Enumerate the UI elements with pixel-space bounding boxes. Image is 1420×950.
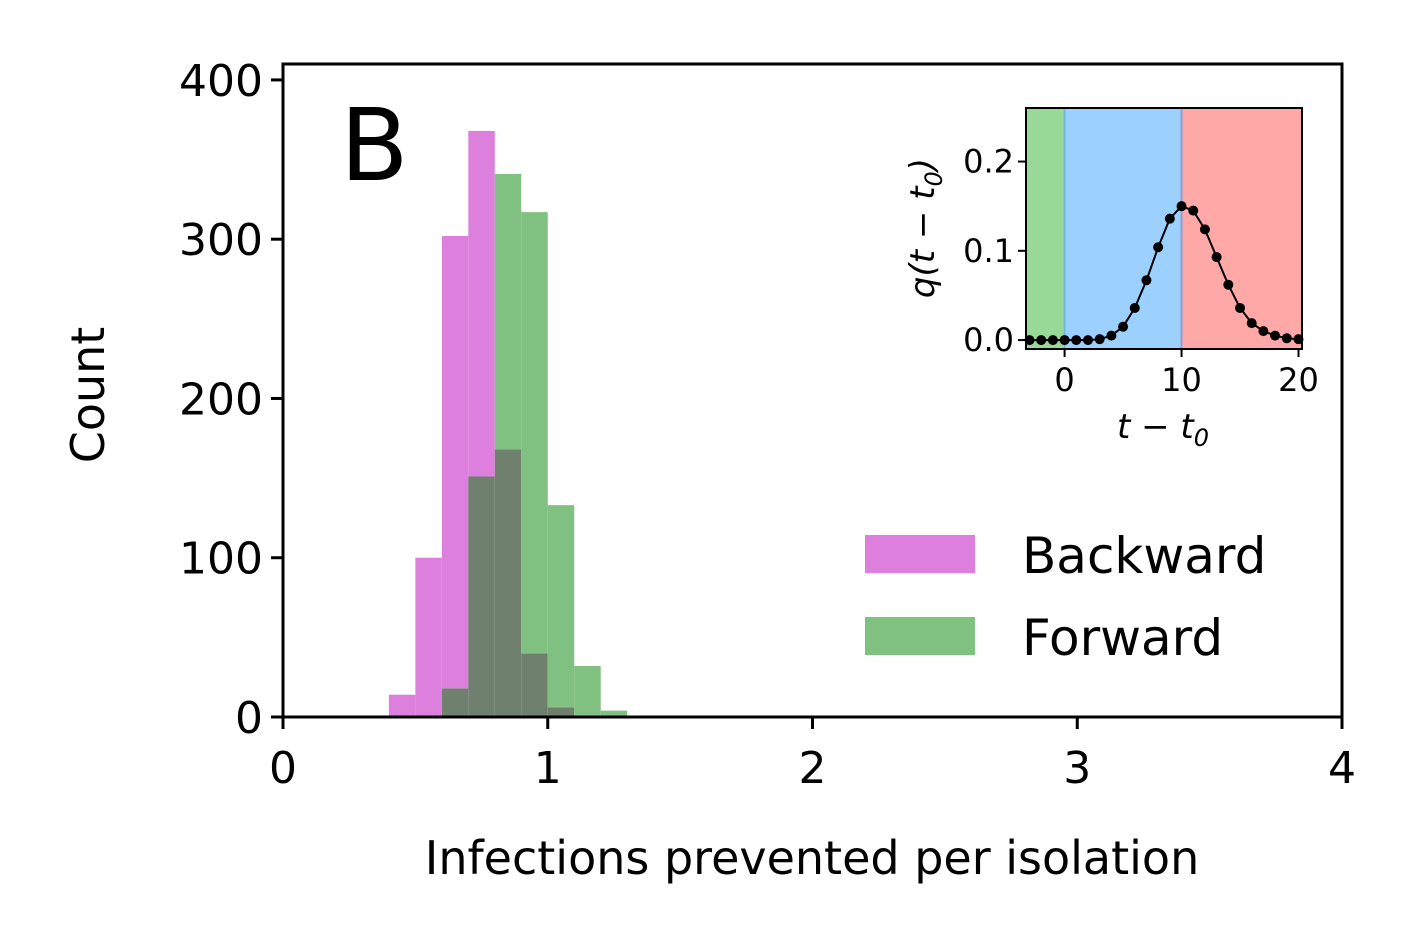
y-tick-label: 400: [179, 56, 263, 107]
inset-y-ticks: 0.0 0.1 0.2: [963, 143, 1026, 359]
y-tick-label: 100: [179, 534, 263, 585]
bar-overlap-5: [521, 653, 548, 717]
bar-overlap-3: [468, 476, 495, 717]
inset-x-tick-label: 10: [1161, 361, 1202, 399]
inset-y-title-sub: 0: [920, 171, 948, 186]
inset-region-0: [1026, 108, 1065, 349]
legend-swatch-backward: [865, 535, 975, 573]
inset-frame: [1025, 107, 1303, 350]
inset-y-title-main: q(t − t: [903, 185, 943, 298]
inset-region-1: [1064, 108, 1182, 349]
bar-backward-1: [415, 557, 442, 717]
bar-forward-8: [600, 710, 628, 717]
x-axis-ticks: 0 1 2 3 4: [269, 717, 1356, 794]
x-axis-title: Infections prevented per isolation: [425, 831, 1199, 885]
inset-point: [1199, 224, 1210, 235]
inset-point: [1024, 335, 1035, 346]
inset-point: [1082, 335, 1093, 346]
inset-point: [1094, 334, 1105, 345]
inset-point: [1153, 242, 1164, 253]
inset-point: [1129, 302, 1140, 313]
inset-regions: [1026, 108, 1302, 349]
bar-forward-5: [521, 212, 548, 654]
inset-point: [1071, 335, 1082, 346]
y-tick-label: 300: [179, 215, 263, 266]
inset-point: [1176, 201, 1187, 212]
inset-point: [1258, 326, 1269, 337]
inset-point: [1164, 213, 1175, 224]
inset-x-title-sub: 0: [1194, 424, 1209, 452]
bar-forward-4: [494, 173, 522, 450]
inset-x-tick-label: 20: [1278, 361, 1319, 399]
x-tick-label: 4: [1328, 743, 1356, 794]
inset-point: [1270, 330, 1281, 341]
x-tick-label: 0: [269, 743, 297, 794]
bar-backward-2: [441, 236, 469, 689]
bar-forward-6: [547, 505, 575, 708]
inset-x-ticks: 0 10 20: [1054, 349, 1319, 399]
inset-point: [1047, 335, 1058, 346]
y-tick-label: 0: [235, 693, 263, 744]
inset-x-title: t − t0: [1117, 407, 1209, 452]
bar-forward-7: [574, 666, 601, 716]
inset-point: [1059, 335, 1070, 346]
inset-point: [1281, 333, 1292, 344]
inset-region-2: [1181, 108, 1302, 349]
inset-y-tick-label: 0.1: [963, 232, 1014, 270]
y-axis-ticks: 0 100 200 300 400: [179, 56, 283, 744]
panel-label: B: [340, 87, 409, 204]
bar-overlap-6: [547, 707, 575, 717]
histogram-bars: [388, 130, 628, 717]
inset-point: [1106, 330, 1117, 341]
inset-y-tick-label: 0.0: [963, 321, 1014, 359]
x-tick-label: 1: [534, 743, 562, 794]
inset-point: [1223, 279, 1234, 290]
y-axis-title: Count: [61, 327, 115, 464]
inset-y-title: q(t − t0): [903, 158, 948, 298]
inset-point: [1246, 318, 1257, 329]
legend-label-forward: Forward: [1022, 609, 1223, 667]
inset-point: [1211, 252, 1222, 263]
inset-point: [1141, 275, 1152, 286]
inset-points: [1024, 201, 1304, 346]
inset-point: [1293, 334, 1304, 345]
inset-x-tick-label: 0: [1054, 361, 1074, 399]
x-tick-label: 3: [1063, 743, 1091, 794]
x-tick-label: 2: [799, 743, 827, 794]
inset-chart: 0 10 20 0.00.10.2 t − t0 q(t − t0): [903, 107, 1319, 452]
inset-y-tick-label: 0.2: [963, 143, 1014, 181]
inset-point: [1235, 302, 1246, 313]
inset-point: [1118, 321, 1129, 332]
bar-overlap-2: [441, 688, 469, 717]
inset-point: [1036, 335, 1047, 346]
inset-y-title-close: ): [903, 158, 943, 174]
y-tick-label: 200: [179, 374, 263, 425]
legend-label-backward: Backward: [1022, 527, 1266, 585]
inset-x-title-main: t − t: [1117, 407, 1195, 447]
bar-overlap-4: [494, 449, 522, 717]
bar-backward-3: [468, 130, 495, 477]
inset-point: [1188, 205, 1199, 216]
legend: Backward Forward: [865, 527, 1266, 667]
legend-swatch-forward: [865, 617, 975, 655]
bar-backward-0: [388, 694, 416, 717]
